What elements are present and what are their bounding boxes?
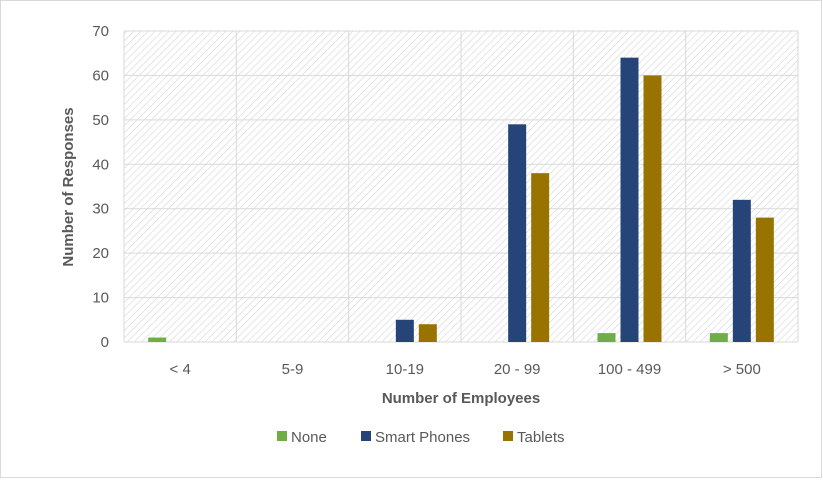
y-tick-label: 50 — [92, 112, 109, 129]
legend-label: None — [291, 429, 327, 446]
bar-none — [148, 337, 167, 342]
legend-label: Smart Phones — [375, 429, 470, 446]
x-axis-ticks: < 4 5-9 10-19 20 - 99 100 - 499 > 500 — [170, 361, 761, 378]
bar-none — [597, 333, 616, 342]
bars — [148, 57, 774, 343]
y-axis-title: Number of Responses — [60, 107, 77, 266]
x-axis-title: Number of Employees — [382, 390, 540, 407]
bar-smart-phones — [508, 124, 527, 342]
legend-label: Tablets — [517, 429, 565, 446]
bar-tablets — [643, 75, 662, 342]
bar-smart-phones — [620, 57, 639, 343]
y-tick-label: 20 — [92, 245, 109, 262]
bar-smart-phones — [732, 199, 751, 342]
y-tick-label: 70 — [92, 23, 109, 40]
gridlines — [123, 30, 799, 343]
y-tick-label: 60 — [92, 67, 109, 84]
y-tick-label: 10 — [92, 290, 109, 307]
x-tick-label: 10-19 — [386, 361, 424, 378]
x-tick-label: 5-9 — [282, 361, 304, 378]
y-axis-ticks: 0 10 20 30 40 50 60 70 — [92, 23, 109, 351]
x-tick-label: 20 - 99 — [494, 361, 541, 378]
y-tick-label: 0 — [101, 334, 109, 351]
y-tick-label: 40 — [92, 156, 109, 173]
y-tick-label: 30 — [92, 201, 109, 218]
bar-none — [709, 333, 728, 342]
bar-tablets — [418, 324, 437, 342]
legend-swatch — [361, 431, 371, 441]
bar-smart-phones — [395, 319, 414, 342]
x-tick-label: 100 - 499 — [598, 361, 661, 378]
legend: None Smart Phones Tablets — [277, 429, 565, 446]
bar-tablets — [531, 173, 550, 342]
x-tick-label: < 4 — [170, 361, 191, 378]
x-tick-label: > 500 — [723, 361, 761, 378]
bar-tablets — [755, 217, 774, 342]
legend-swatch — [503, 431, 513, 441]
legend-swatch — [277, 431, 287, 441]
